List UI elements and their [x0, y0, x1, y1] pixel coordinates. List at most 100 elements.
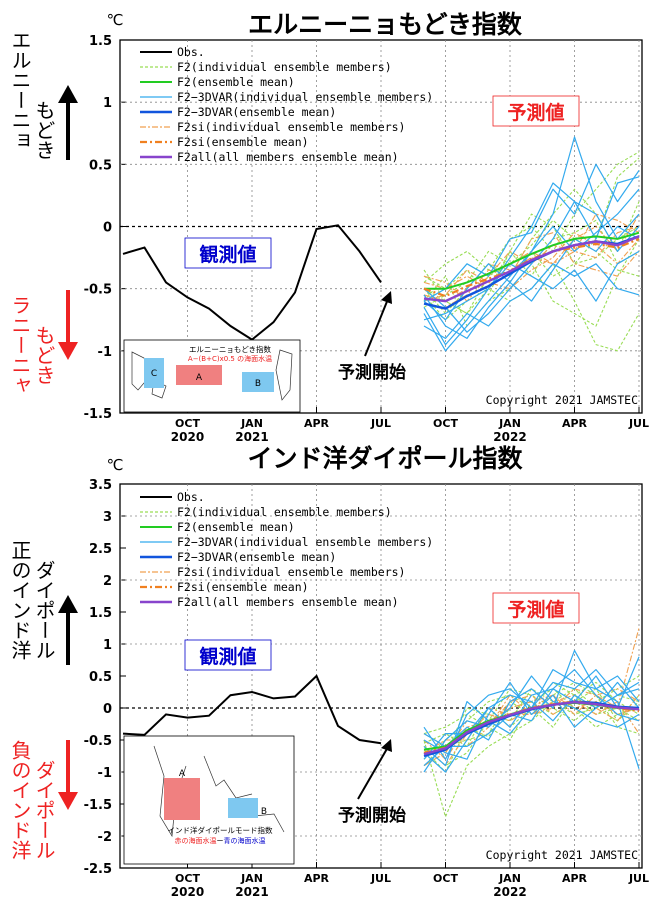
y-tick-label: 1 — [103, 638, 112, 653]
f2-member-line — [423, 688, 640, 767]
f2-3dvar-member-line — [423, 675, 640, 773]
y-tick-label: 2 — [103, 574, 112, 589]
observed-label: 観測値 — [199, 645, 256, 668]
forecast-start-label: 予測開始 — [338, 362, 406, 383]
inset-title: インド洋ダイポールモード指数 — [168, 825, 273, 835]
iod-chart: インド洋ダイポール指数 ℃ 3.5 3 2.5 2 1.5 1 0.5 0 -0.5 -1 -1.5 -2… — [8, 444, 649, 899]
forecast-label: 予測値 — [507, 598, 564, 621]
unit-label: ℃ — [107, 11, 124, 29]
forecast-label-box — [492, 592, 580, 624]
arrow-head — [58, 595, 78, 613]
arrow-head — [381, 291, 392, 304]
x-tick-label: JAN — [240, 872, 263, 885]
legend-label: F2(individual ensemble members) — [177, 60, 392, 74]
f2si-mean-line — [423, 237, 640, 298]
box-a-label: A — [196, 373, 203, 383]
inset-title: エルニーニョもどき指数 — [189, 344, 272, 354]
x-tick-label: JAN — [498, 417, 521, 430]
x-tick-label: OCT — [175, 417, 200, 430]
f2-3dvar-mean-line — [423, 235, 640, 310]
legend-label: F2−3DVAR(individual ensemble members) — [177, 535, 433, 549]
legend-label: F2si(individual ensemble members) — [177, 565, 405, 579]
f2si-member-line — [423, 232, 640, 302]
legend-label: Obs. — [177, 490, 205, 504]
legend-label: F2(ensemble mean) — [177, 520, 295, 534]
arrow-head — [58, 342, 78, 360]
y-tick-label: 0.5 — [89, 158, 112, 173]
x-tick-year: 2021 — [235, 885, 268, 899]
f2-member-line — [423, 151, 640, 283]
f2-3dvar-member-line — [423, 263, 640, 339]
x-tick-year: 2020 — [171, 430, 204, 444]
unit-label: ℃ — [107, 456, 124, 474]
box-c — [144, 358, 164, 388]
legend-label: F2all(all members ensemble mean) — [177, 595, 399, 609]
observed-label-box — [184, 237, 272, 269]
legend-label: F2all(all members ensemble mean) — [177, 150, 399, 164]
box-west — [164, 778, 200, 820]
x-tick-year: 2020 — [171, 885, 204, 899]
y-tick-label: -2 — [98, 830, 112, 845]
f2-member-line — [423, 681, 640, 760]
formula-red: 赤の海面水温 — [175, 836, 217, 845]
x-tick-label: JUL — [628, 872, 649, 885]
legend-label: Obs. — [177, 45, 205, 59]
x-tick-label: APR — [562, 872, 588, 885]
f2-member-line — [423, 219, 640, 315]
f2si-member-line — [423, 688, 640, 767]
inset-formula: 赤の海面水温ー青の海面水温 — [175, 836, 266, 845]
x-tick-label: APR — [304, 872, 330, 885]
x-tick-label: JAN — [240, 417, 263, 430]
legend-label: F2si(individual ensemble members) — [177, 120, 405, 134]
f2-member-line — [423, 688, 640, 818]
legend-label: F2(ensemble mean) — [177, 75, 295, 89]
box-b-label: B — [255, 379, 261, 389]
box-b-label: B — [261, 807, 267, 817]
legend-label: F2si(ensemble mean) — [177, 580, 309, 594]
f2-3dvar-member-line — [423, 669, 640, 767]
y-tick-label: -2.5 — [84, 862, 112, 877]
legend: Obs.F2(individual ensemble members)F2(en… — [140, 490, 433, 609]
y-tick-label: 2.5 — [89, 542, 112, 557]
y-tick-label: 3.5 — [89, 478, 112, 493]
f2all-mean-line — [423, 700, 640, 756]
y-tick-label: -1.5 — [84, 407, 112, 422]
y-tick-label: 0 — [103, 702, 112, 717]
legend-label: F2si(ensemble mean) — [177, 135, 309, 149]
observed-label: 観測値 — [199, 243, 256, 266]
y-tick-label: 3 — [103, 510, 112, 525]
x-tick-year: 2022 — [493, 885, 526, 899]
chart-title: エルニーニョもどき指数 — [248, 10, 523, 39]
x-tick-label: JUL — [628, 417, 649, 430]
forecast-label-box — [492, 95, 580, 127]
formula-blue: 青の海面水温 — [224, 836, 266, 845]
x-tick-label: JUL — [370, 872, 391, 885]
f2-3dvar-member-line — [423, 176, 640, 333]
f2-3dvar-member-line — [423, 669, 640, 747]
f2-3dvar-member-line — [423, 656, 640, 773]
negative-side-label: もどき — [32, 325, 56, 385]
legend-label: F2−3DVAR(ensemble mean) — [177, 550, 336, 564]
positive-side-label: 正のインド洋 — [8, 540, 32, 660]
box-b — [242, 372, 274, 392]
positive-side-label: もどき — [32, 100, 56, 160]
x-tick-label: APR — [562, 417, 588, 430]
chart-title: インド洋ダイポール指数 — [247, 444, 523, 473]
negative-side-label: ラニーニャ — [8, 295, 32, 395]
x-tick-label: OCT — [433, 417, 458, 430]
arrow-head — [381, 739, 392, 752]
box-c-label: C — [151, 369, 157, 379]
forecast-start-arrow — [357, 746, 389, 800]
arrow-head — [58, 792, 78, 810]
f2-member-line — [423, 188, 640, 315]
arrow-head — [58, 85, 78, 103]
observed-line — [122, 674, 382, 745]
f2-3dvar-member-line — [423, 681, 640, 760]
x-tick-label: JUL — [370, 417, 391, 430]
legend-label: F2−3DVAR(individual ensemble members) — [177, 90, 433, 104]
box-a — [176, 365, 222, 385]
y-tick-label: -1.5 — [84, 798, 112, 813]
copyright: Copyright 2021 JAMSTEC — [486, 393, 638, 407]
observed-label-box — [184, 639, 272, 671]
